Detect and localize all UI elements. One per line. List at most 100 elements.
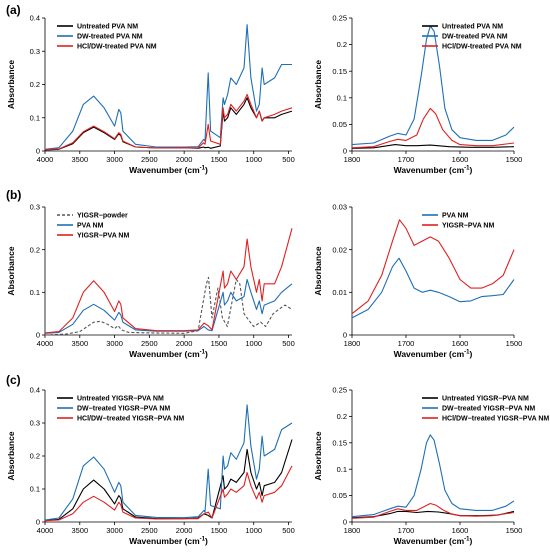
x-axis-label-main: Wavenumber (cm: [129, 165, 200, 175]
x-axis-label-end: ): [205, 349, 208, 359]
series-line: [44, 24, 292, 150]
legend-label: HCl/DW−treated YIGSR−PVA NM: [442, 416, 549, 423]
legend-label: Untreated PVA NM: [442, 24, 503, 31]
x-axis-label: Wavenumber (cm-1): [394, 536, 473, 546]
x-axis-label-main: Wavenumber (cm: [394, 165, 465, 175]
x-tick-label: 1600: [452, 526, 469, 535]
y-tick-label: 0.1: [337, 465, 347, 474]
x-axis-label-sup: -1: [464, 350, 470, 356]
y-tick-label: 0.3: [30, 419, 40, 428]
series-line: [44, 93, 293, 151]
x-tick-label: 500: [282, 155, 295, 164]
legend-label: DW−treated YIGSR−PVA NM: [77, 406, 170, 413]
x-axis-label-sup: -1: [200, 537, 206, 543]
y-axis-label: Absorbance: [313, 246, 323, 295]
y-axis-label: Absorbance: [313, 60, 323, 109]
x-tick-label: 3000: [106, 526, 123, 535]
x-tick-label: 1700: [398, 155, 415, 164]
y-tick-label: 0.25: [332, 14, 347, 23]
x-axis-label-sup: -1: [200, 350, 206, 356]
x-tick-label: 2500: [141, 339, 158, 348]
x-axis-label-main: Wavenumber (cm: [129, 349, 200, 359]
x-tick-label: 1700: [398, 339, 415, 348]
x-tick-label: 1500: [211, 526, 228, 535]
x-tick-label: 1500: [211, 155, 228, 164]
x-axis-label: Wavenumber (cm-1): [129, 536, 208, 546]
x-tick-label: 1000: [245, 526, 262, 535]
x-tick-label: 2500: [141, 526, 158, 535]
series-line: [44, 228, 293, 334]
y-tick-label: 0.05: [332, 491, 347, 500]
panel-label: (b): [6, 188, 21, 202]
x-tick-label: 1800: [344, 155, 361, 164]
x-axis-label-main: Wavenumber (cm: [394, 536, 465, 546]
y-tick-label: 0.15: [332, 438, 347, 447]
chart-b-right: 0 0.01 0.02 0.03 1800 1700 1600 1500 Wavenumber …: [313, 203, 522, 359]
chart-a-right: 0 0.05 0.1 0.15 0.2 0.25 1800 1700 1600 1500 Waven…: [313, 14, 522, 175]
x-tick-label: 1700: [398, 526, 415, 535]
y-tick-label: 0.2: [337, 412, 347, 421]
y-tick-label: 0.25: [332, 386, 347, 395]
x-tick-label: 1500: [506, 339, 523, 348]
y-tick-label: 0.01: [332, 288, 347, 297]
x-axis-label: Wavenumber (cm-1): [129, 165, 208, 175]
x-axis-label-main: Wavenumber (cm: [394, 349, 465, 359]
y-tick-label: 0.2: [30, 245, 40, 254]
x-tick-label: 3500: [71, 339, 88, 348]
y-axis-label: Absorbance: [6, 60, 16, 109]
y-tick-label: 0.02: [332, 245, 347, 254]
chart-a-left: 0 0.1 0.2 0.3 0.4 4000 3500 3000 2500 2000 1500 100…: [6, 14, 295, 175]
x-axis-label: Wavenumber (cm-1): [129, 349, 208, 359]
legend-label: HCl/DW-treated PVA NM: [77, 44, 157, 51]
panel-label: (a): [6, 3, 21, 17]
y-tick-label: 0.1: [337, 93, 347, 102]
x-tick-label: 1500: [506, 526, 523, 535]
x-tick-label: 4000: [37, 339, 54, 348]
series-line: [44, 465, 293, 522]
y-tick-label: 0.3: [30, 47, 40, 56]
panel-label: (c): [6, 373, 21, 387]
y-tick-label: 0.1: [30, 288, 40, 297]
legend-label: PVA NM: [77, 223, 104, 230]
series-line: [351, 25, 515, 146]
series-line: [44, 278, 293, 334]
y-tick-label: 0.3: [30, 203, 40, 212]
x-axis-label-sup: -1: [464, 537, 470, 543]
series-line: [351, 107, 515, 149]
x-tick-label: 500: [282, 526, 295, 535]
series-line: [351, 257, 515, 319]
series-line: [44, 97, 293, 151]
x-axis-label-sup: -1: [200, 166, 206, 172]
y-tick-label: 0.4: [30, 14, 40, 23]
series-line: [351, 434, 515, 518]
x-axis-label-sup: -1: [464, 166, 470, 172]
y-tick-label: 0.2: [337, 40, 347, 49]
legend-label: DW−treated YIGSR−PVA NM: [442, 406, 535, 413]
y-tick-label: 0.4: [30, 386, 40, 395]
legend-label: YIGSR−powder: [77, 213, 128, 220]
series-line: [351, 502, 515, 519]
x-tick-label: 1800: [344, 339, 361, 348]
y-tick-label: 0: [36, 147, 40, 156]
x-tick-label: 3000: [106, 155, 123, 164]
x-tick-label: 1000: [245, 155, 262, 164]
y-axis-label: Absorbance: [6, 431, 16, 480]
x-tick-label: 1500: [211, 339, 228, 348]
x-axis-label-end: ): [470, 349, 473, 359]
x-tick-label: 1600: [452, 339, 469, 348]
y-tick-label: 0.2: [30, 452, 40, 461]
x-tick-label: 2500: [141, 155, 158, 164]
x-tick-label: 3500: [71, 526, 88, 535]
y-axis-label: Absorbance: [6, 246, 16, 295]
y-tick-label: 0.1: [30, 113, 40, 122]
chart-c-right: 0 0.05 0.1 0.15 0.2 0.25 1800 1700 1600 1500 Waven…: [313, 386, 549, 546]
legend-label: Untreated PVA NM: [77, 24, 138, 31]
series-line: [44, 404, 293, 521]
x-tick-label: 2000: [176, 339, 193, 348]
y-tick-label: 0: [36, 518, 40, 527]
y-tick-label: 0.15: [332, 67, 347, 76]
chart-c-left: 0 0.1 0.2 0.3 0.4 4000 3500 3000 2500 2000 1500 100…: [6, 386, 295, 546]
series-line: [351, 510, 515, 519]
x-tick-label: 2000: [176, 155, 193, 164]
